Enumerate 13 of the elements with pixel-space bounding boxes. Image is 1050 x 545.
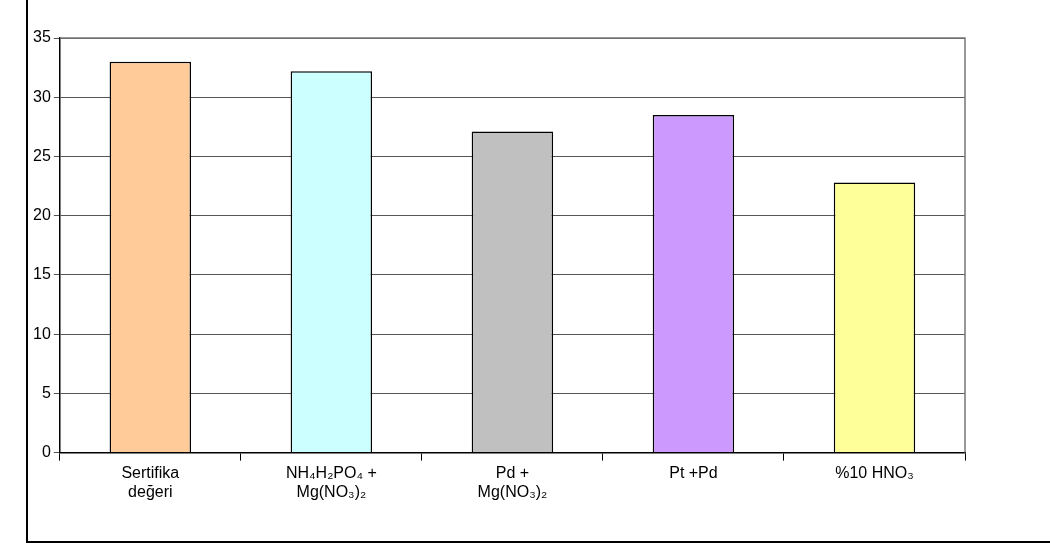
y-tick-label: 25	[33, 146, 51, 164]
x-tick-label: Pt +Pd	[669, 463, 718, 481]
y-tick-label: 5	[41, 383, 51, 401]
y-tick-label: 10	[33, 324, 51, 342]
y-tick-label: 0	[41, 443, 51, 461]
y-tick-label: 35	[33, 28, 51, 46]
y-tick-label: 15	[33, 265, 51, 283]
x-tick-label: NH₄H₂PO₄ + Mg(NO₃)₂	[285, 463, 377, 500]
x-tick-label: Pd + Mg(NO₃)₂	[477, 463, 548, 500]
x-tick-label: %10 HNO₃	[835, 463, 914, 481]
y-tick-label: 20	[33, 206, 51, 224]
y-tick-label: 30	[33, 87, 51, 105]
x-tick-label: Sertifika değeri	[121, 463, 180, 500]
